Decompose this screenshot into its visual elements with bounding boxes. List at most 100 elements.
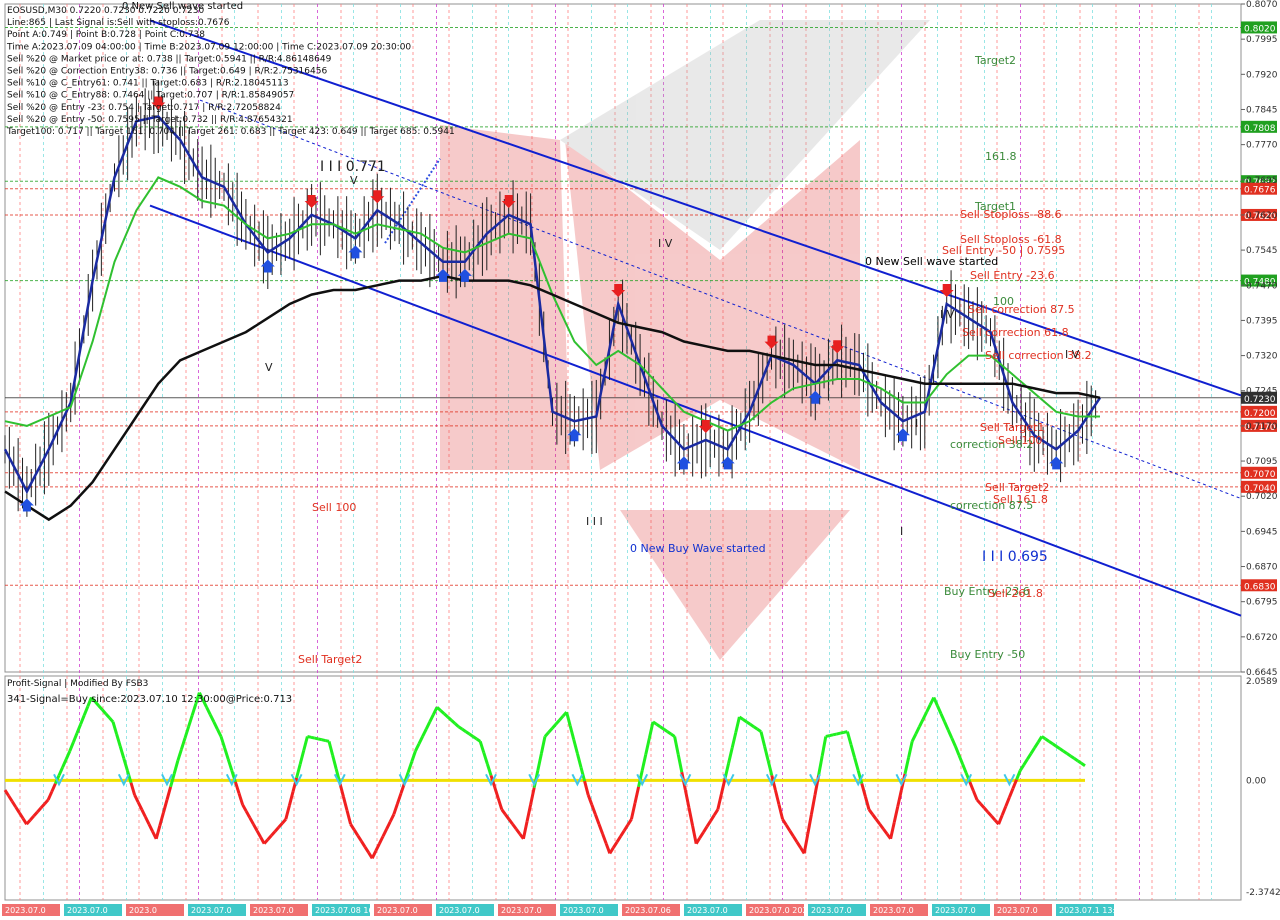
info-line: Time A:2023.07.09 04:00:00 | Time B:2023… [6, 42, 411, 52]
oscillator-segment [806, 814, 813, 835]
buy-arrow-icon [676, 456, 691, 470]
oscillator-segment [536, 753, 543, 771]
oscillator-segment [867, 808, 874, 816]
indicator-tick-label: -2.3742 [1246, 888, 1280, 898]
oscillator-segment [172, 760, 180, 775]
info-line: Sell %20 @ Entry -50: 0.7595 || Target:0… [7, 115, 293, 125]
oscillator-segment [1066, 752, 1072, 758]
buy-arrow-icon [808, 390, 823, 404]
oscillator-segment [111, 721, 119, 735]
info-line: Sell %10 @ C_Entry88: 0.7464 || Target:0… [7, 91, 294, 101]
oscillator-segment [46, 791, 54, 801]
oscillator-segment [64, 750, 72, 760]
oscillator-segment [464, 730, 471, 736]
oscillator-segment [125, 770, 133, 784]
oscillator-segment [381, 828, 388, 838]
oscillator-segment [341, 796, 349, 811]
oscillator-segment [205, 706, 212, 716]
oscillator-segment [307, 735, 312, 739]
oscillator-segment [719, 778, 727, 795]
oscillator-segment [241, 803, 248, 812]
oscillator-segment [108, 716, 115, 723]
oscillator-segment [843, 730, 848, 734]
oscillator-segment [655, 723, 662, 728]
oscillator-segment [673, 736, 680, 755]
oscillator-segment [270, 830, 277, 837]
oscillator-segment [39, 802, 46, 809]
oscillator-segment [1004, 796, 1011, 807]
oscillator-segment [802, 833, 810, 854]
time-badge [2, 904, 60, 916]
oscillator-segment [179, 737, 187, 750]
oscillator-segment [670, 732, 676, 738]
indicator-tick-label: 0.00 [1246, 776, 1266, 786]
oscillator-segment [925, 704, 932, 713]
price-tick-label: 0.6720 [1246, 633, 1278, 643]
oscillator-segment [1040, 735, 1047, 741]
time-badge [312, 904, 370, 916]
buy-arrow-icon [348, 245, 363, 259]
oscillator-segment [154, 825, 162, 840]
oscillator-segment [1076, 759, 1083, 765]
series-line-3 [4, 274, 1101, 522]
oscillator-segment [514, 828, 522, 835]
time-label: 2023.07.0 [191, 906, 232, 915]
oscillator-segment [565, 711, 572, 727]
price-badge-label: 0.7170 [1244, 423, 1276, 433]
time-label: 2023.07.0 [563, 906, 604, 915]
oscillator-segment [169, 773, 176, 788]
oscillator-segment [986, 810, 993, 818]
buy-arrow-icon [260, 259, 275, 273]
oscillator-segment [421, 728, 428, 738]
time-label: 2023.07.0 2023.07.0 [749, 906, 833, 915]
oscillator-segment [871, 813, 878, 821]
price-tick-label: 0.7995 [1246, 35, 1278, 45]
oscillator-segment [997, 814, 1004, 825]
oscillator-segment [93, 700, 100, 707]
price-panel [4, 3, 1242, 673]
cross-marker-icon [161, 773, 173, 787]
info-line: Sell %20 @ Market price or at: 0.738 || … [7, 54, 332, 64]
oscillator-segment [918, 718, 925, 728]
oscillator-segment [652, 720, 658, 726]
oscillator-segment [482, 752, 489, 765]
time-label: 2023.07.0 [687, 906, 728, 915]
level-label: 100 [993, 295, 1014, 308]
time-badge [622, 904, 680, 916]
price-tick-label: 0.7545 [1246, 246, 1278, 256]
oscillator-segment [226, 758, 234, 772]
oscillator-segment [25, 819, 32, 826]
time-badge [374, 904, 432, 916]
oscillator-segment [950, 737, 957, 747]
cross-marker-icon [571, 773, 584, 787]
oscillator-segment [892, 805, 900, 823]
time-label: 2023.07.0 [811, 906, 852, 915]
oscillator-segment [478, 740, 486, 754]
cross-marker-icon [398, 773, 411, 787]
wave-label: V [265, 361, 273, 374]
oscillator-segment [1044, 737, 1050, 743]
level-label: Target2 [974, 54, 1016, 67]
oscillator-segment [349, 823, 356, 831]
oscillator-segment [694, 837, 702, 845]
time-badge [126, 904, 184, 916]
oscillator-segment [889, 822, 896, 840]
oscillator-segment [122, 757, 129, 771]
wave-label: 0 New Buy Wave started [630, 542, 766, 555]
price-badge-label: 0.7070 [1244, 470, 1276, 480]
oscillator-segment [896, 789, 903, 807]
oscillator-segment [325, 739, 330, 743]
oscillator-segment [1048, 740, 1054, 746]
wave-segment [384, 158, 441, 244]
level-label: Buy Entry -50 [950, 648, 1025, 661]
cross-marker-icon [960, 773, 973, 787]
time-badge [1056, 904, 1114, 916]
oscillator-segment [1022, 758, 1029, 766]
price-tick-label: 0.6945 [1246, 527, 1278, 537]
time-badge [746, 904, 804, 916]
wave-label: I [900, 525, 903, 538]
oscillator-segment [979, 802, 986, 809]
oscillator-segment [352, 829, 360, 837]
level-label: Sell Target2 [298, 653, 362, 666]
oscillator-segment [410, 750, 417, 763]
